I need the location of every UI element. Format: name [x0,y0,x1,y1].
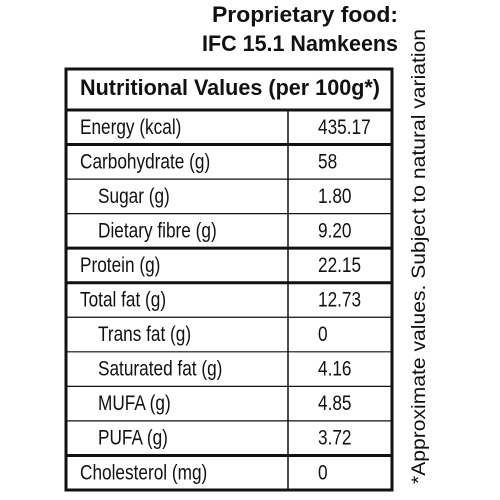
row-label: Cholesterol (mg) [80,461,207,484]
row-value: 0 [318,461,328,484]
row-value: 0 [318,323,328,346]
table-title: Nutritional Values (per 100g*) [80,75,380,100]
row-value: 4.85 [318,392,352,415]
header-line: IFC 15.1 Namkeens [202,31,398,56]
row-label: Protein (g) [80,254,160,277]
row-label: MUFA (g) [98,392,171,415]
row-label: PUFA (g) [98,427,168,450]
header-line: Proprietary food: [212,2,398,27]
row-label: Trans fat (g) [98,323,191,346]
row-label: Energy (kcal) [80,116,181,139]
row-value: 3.72 [318,427,352,450]
row-value: 12.73 [318,289,361,312]
row-value: 435.17 [318,116,371,139]
row-label: Total fat (g) [80,289,166,312]
row-value: 9.20 [318,219,352,242]
row-label: Saturated fat (g) [98,358,222,381]
row-value: 58 [318,150,337,173]
row-value: 22.15 [318,254,361,277]
row-label: Sugar (g) [98,185,170,208]
row-value: 4.16 [318,358,352,381]
row-label: Dietary fibre (g) [98,219,217,242]
row-value: 1.80 [318,185,352,208]
row-label: Carbohydrate (g) [80,150,210,173]
table-border [64,67,394,492]
footnote: *Approximate values. Subject to natural … [409,29,430,484]
